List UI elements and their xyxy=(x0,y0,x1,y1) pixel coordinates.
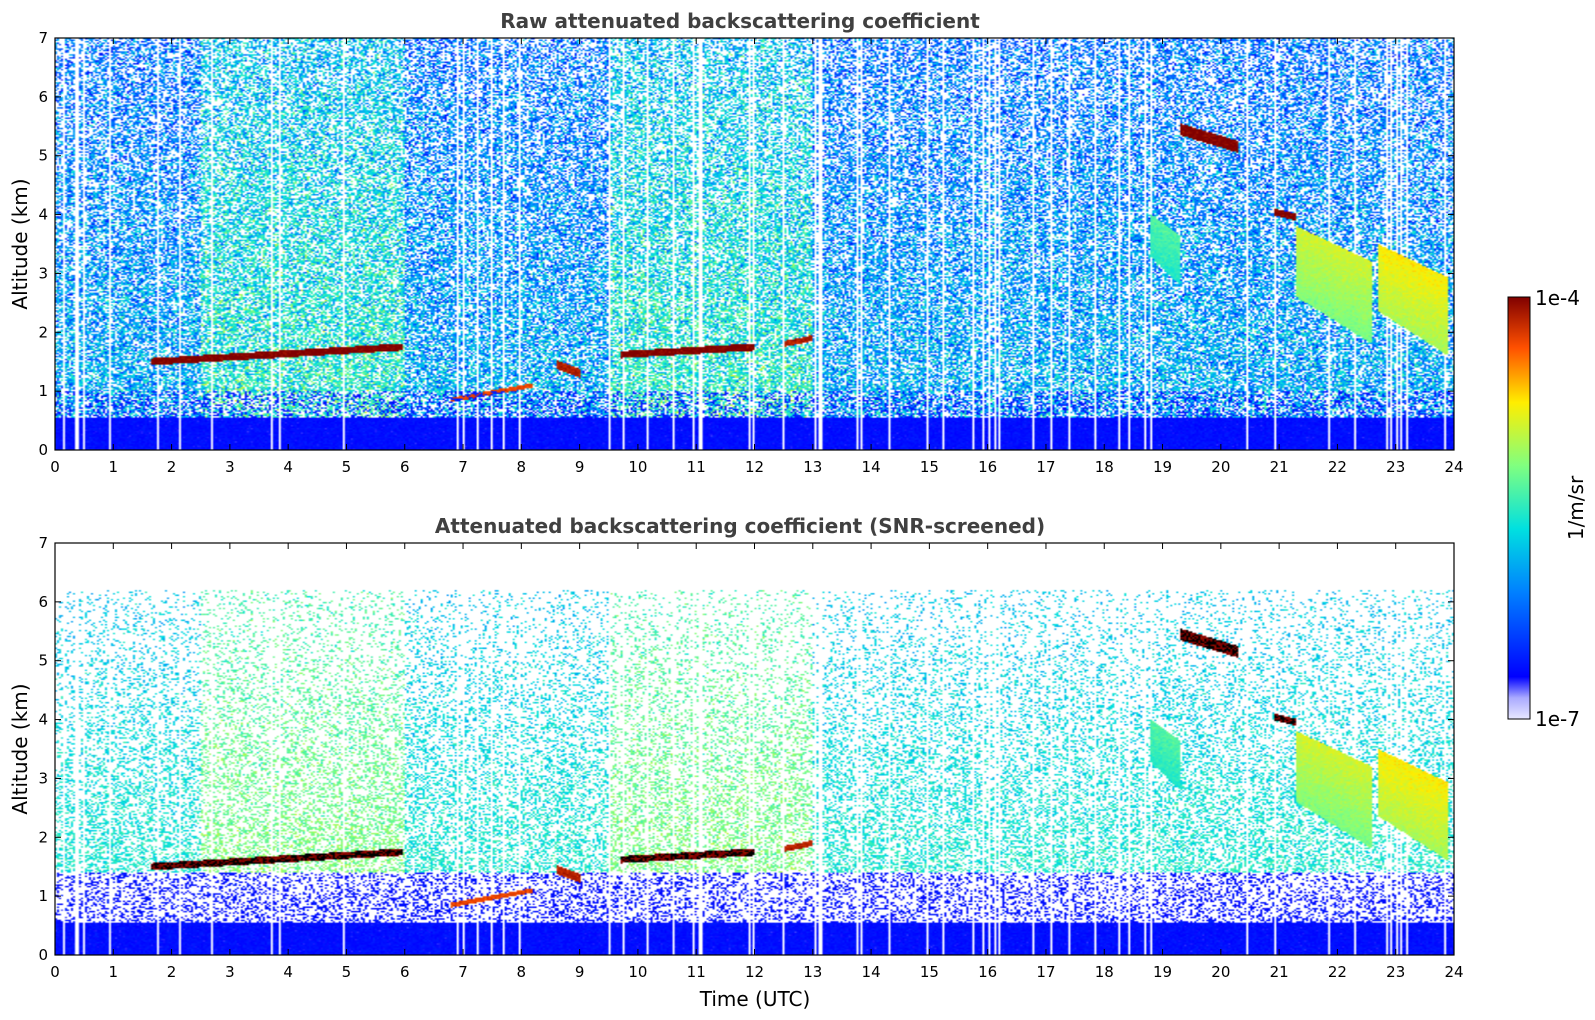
y-tick-label: 4 xyxy=(38,206,48,224)
x-tick-label: 1 xyxy=(109,963,119,981)
x-tick-label: 5 xyxy=(342,963,352,981)
x-tick-label: 20 xyxy=(1211,963,1230,981)
x-tick-label: 19 xyxy=(1153,963,1172,981)
x-tick-label: 0 xyxy=(50,458,60,476)
colorbar-gradient xyxy=(1507,296,1531,720)
x-tick-label: 10 xyxy=(628,458,647,476)
x-tick-label: 24 xyxy=(1444,458,1463,476)
x-tick-label: 17 xyxy=(1036,963,1055,981)
x-tick-label: 11 xyxy=(687,458,706,476)
x-tick-label: 0 xyxy=(50,963,60,981)
panel-raw: Raw attenuated backscattering coefficien… xyxy=(8,9,1464,476)
y-tick-label: 7 xyxy=(38,29,48,47)
y-tick-label: 5 xyxy=(38,652,48,670)
x-tick-label: 3 xyxy=(225,458,235,476)
x-tick-label: 4 xyxy=(283,458,293,476)
x-tick-label: 8 xyxy=(517,963,527,981)
panel-raw-heatmap xyxy=(55,38,1454,450)
x-tick-label: 9 xyxy=(575,458,585,476)
panel-screened-heatmap xyxy=(55,543,1454,955)
x-tick-label: 12 xyxy=(745,458,764,476)
x-tick-label: 18 xyxy=(1095,963,1114,981)
x-tick-label: 23 xyxy=(1386,963,1405,981)
x-tick-label: 7 xyxy=(458,458,468,476)
y-tick-label: 1 xyxy=(38,382,48,400)
x-tick-label: 13 xyxy=(803,458,822,476)
x-tick-label: 10 xyxy=(628,963,647,981)
x-tick-label: 12 xyxy=(745,963,764,981)
x-tick-label: 22 xyxy=(1328,963,1347,981)
y-tick-label: 3 xyxy=(38,264,48,282)
y-tick-label: 6 xyxy=(38,593,48,611)
y-tick-label: 2 xyxy=(38,828,48,846)
y-tick-label: 0 xyxy=(38,441,48,459)
panel-raw-x-ticks: 0 1 2 3 4 5 6 7 8 9 10 11 12 13 14 15 16 17 18 19 20 21 22 23 24 xyxy=(50,38,1464,476)
panel-raw-y-ticks: 0 1 2 3 4 5 6 7 xyxy=(38,29,1454,459)
x-tick-label: 18 xyxy=(1095,458,1114,476)
x-tick-label: 13 xyxy=(803,963,822,981)
y-tick-label: 0 xyxy=(38,946,48,964)
panel-screened-ylabel: Altitude (km) xyxy=(8,683,32,814)
colorbar-unit-label: 1/m/sr xyxy=(1564,475,1588,540)
colorbar-min-label: 1e-7 xyxy=(1535,707,1580,731)
x-tick-label: 6 xyxy=(400,458,410,476)
colorbar: 1e-4 1e-7 1/m/sr xyxy=(1507,286,1588,731)
y-tick-label: 7 xyxy=(38,534,48,552)
panel-screened: Attenuated backscattering coefficient (S… xyxy=(8,514,1464,1011)
x-tick-label: 16 xyxy=(978,458,997,476)
panel-screened-y-ticks: 0 1 2 3 4 5 6 7 xyxy=(38,534,1454,964)
x-tick-label: 15 xyxy=(920,963,939,981)
x-tick-label: 9 xyxy=(575,963,585,981)
x-tick-label: 16 xyxy=(978,963,997,981)
x-tick-label: 1 xyxy=(109,458,119,476)
x-tick-label: 7 xyxy=(458,963,468,981)
y-tick-label: 4 xyxy=(38,711,48,729)
x-tick-label: 8 xyxy=(517,458,527,476)
x-tick-label: 2 xyxy=(167,963,177,981)
panel-screened-xlabel: Time (UTC) xyxy=(699,987,811,1011)
x-tick-label: 22 xyxy=(1328,458,1347,476)
x-tick-label: 24 xyxy=(1444,963,1463,981)
x-tick-label: 20 xyxy=(1211,458,1230,476)
y-tick-label: 3 xyxy=(38,769,48,787)
panel-raw-title: Raw attenuated backscattering coefficien… xyxy=(500,9,980,33)
x-tick-label: 23 xyxy=(1386,458,1405,476)
x-tick-label: 17 xyxy=(1036,458,1055,476)
panel-screened-x-ticks: 0 1 2 3 4 5 6 7 8 9 10 11 12 13 14 15 16 17 18 19 20 21 22 23 24 xyxy=(50,543,1464,981)
x-tick-label: 6 xyxy=(400,963,410,981)
y-tick-label: 6 xyxy=(38,88,48,106)
x-tick-label: 19 xyxy=(1153,458,1172,476)
x-tick-label: 4 xyxy=(283,963,293,981)
colorbar-max-label: 1e-4 xyxy=(1535,286,1580,310)
x-tick-label: 14 xyxy=(862,458,881,476)
x-tick-label: 11 xyxy=(687,963,706,981)
panel-raw-ylabel: Altitude (km) xyxy=(8,178,32,309)
x-tick-label: 21 xyxy=(1270,458,1289,476)
y-tick-label: 5 xyxy=(38,147,48,165)
y-tick-label: 2 xyxy=(38,323,48,341)
y-tick-label: 1 xyxy=(38,887,48,905)
x-tick-label: 14 xyxy=(862,963,881,981)
x-tick-label: 21 xyxy=(1270,963,1289,981)
x-tick-label: 3 xyxy=(225,963,235,981)
panel-screened-title: Attenuated backscattering coefficient (S… xyxy=(435,514,1045,538)
x-tick-label: 2 xyxy=(167,458,177,476)
x-tick-label: 5 xyxy=(342,458,352,476)
x-tick-label: 15 xyxy=(920,458,939,476)
